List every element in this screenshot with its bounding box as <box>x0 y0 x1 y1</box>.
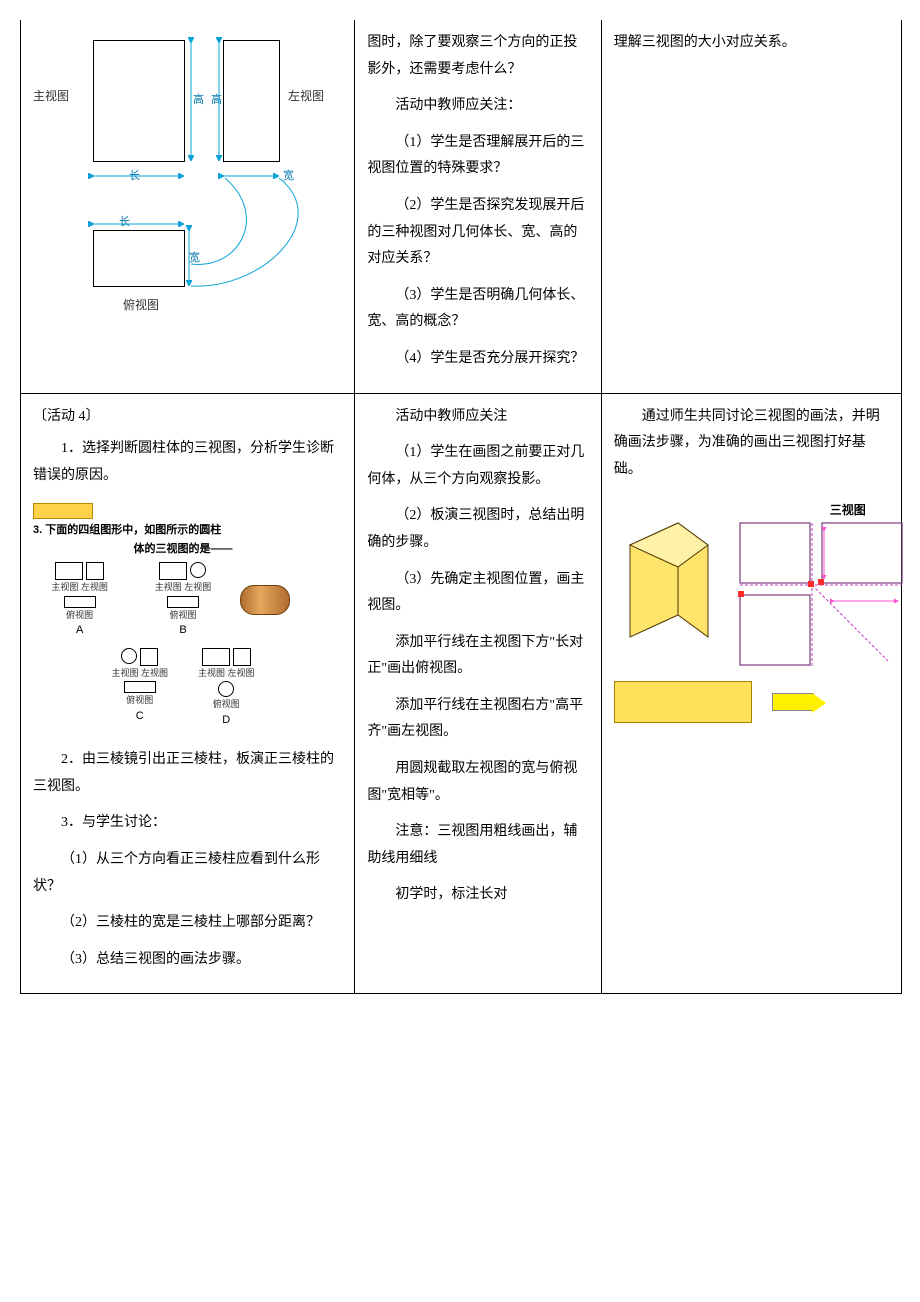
cylinder-image <box>240 585 290 615</box>
row2-col1: 〔活动 4〕 1．选择判断圆柱体的三视图，分析学生诊断错误的原因。 3. 下面的… <box>21 394 355 994</box>
activity4-heading: 〔活动 4〕 <box>33 404 342 431</box>
row-1: 主视图 左视图 俯视图 高 高 长 长 宽 宽 <box>21 20 901 394</box>
r1c2-p2: 活动中教师应关注： <box>367 93 588 120</box>
r1c2-p6: （4）学生是否充分展开探究？ <box>367 346 588 373</box>
mc-banner <box>33 503 93 519</box>
mc-q-line2: 体的三视图的是—— <box>33 542 333 556</box>
mc-label-b: B <box>179 623 186 637</box>
prism-note-band <box>614 681 752 723</box>
prism-iso-icon <box>620 515 720 655</box>
r2c2-p7: 用圆规截取左视图的宽与俯视图"宽相等"。 <box>367 756 588 809</box>
mc-opt-c: 主视图 左视图 俯视图 C <box>111 648 168 728</box>
prism-views-grid <box>738 521 906 671</box>
mc-options-row1: 主视图 左视图 俯视图 A 主视图 左视图 俯视图 B <box>33 562 333 638</box>
r2c1-p6: （3）总结三视图的画法步骤。 <box>33 947 342 974</box>
r2c1-p2: 2．由三棱镜引出正三棱柱，板演正三棱柱的三视图。 <box>33 747 342 800</box>
r2c1-p4: （1）从三个方向看正三棱柱应看到什么形状？ <box>33 847 342 900</box>
mc-options-row2: 主视图 左视图 俯视图 C 主视图 左视图 俯视图 D <box>33 648 333 728</box>
r2c3-p1: 通过师生共同讨论三视图的画法，并明确画法步骤，为准确的画出三视图打好基础。 <box>614 404 889 484</box>
mc-label-d: D <box>222 713 230 727</box>
row1-col1: 主视图 左视图 俯视图 高 高 长 长 宽 宽 <box>21 20 355 393</box>
prism-three-view-figure: 三视图 <box>614 493 914 723</box>
r2c2-p5: 添加平行线在主视图下方"长对正"画出俯视图。 <box>367 630 588 683</box>
mc-opt-d: 主视图 左视图 俯视图 D <box>198 648 255 728</box>
r2c2-p9: 初学时，标注长对 <box>367 882 588 909</box>
mc-tiny-d1: 主视图 左视图 <box>198 668 255 680</box>
prism-arrow-head <box>812 693 826 713</box>
r2c1-p1: 1．选择判断圆柱体的三视图，分析学生诊断错误的原因。 <box>33 436 342 489</box>
r2c2-p8: 注意：三视图用粗线画出，辅助线用细线 <box>367 819 588 872</box>
mc-opt-b: 主视图 左视图 俯视图 B <box>136 562 229 638</box>
r2c1-p3: 3．与学生讨论： <box>33 810 342 837</box>
mc-label-a: A <box>76 623 83 637</box>
page-table: 主视图 左视图 俯视图 高 高 长 长 宽 宽 <box>20 20 902 994</box>
row2-col2: 活动中教师应关注 （1）学生在画图之前要正对几何体，从三个方向观察投影。 （2）… <box>355 394 601 994</box>
r2c2-p1: 活动中教师应关注 <box>367 404 588 431</box>
r1c2-p4: （2）学生是否探究发现展开后的三种视图对几何体长、宽、高的对应关系？ <box>367 193 588 273</box>
r1c2-p1: 图时，除了要观察三个方向的正投影外，还需要考虑什么？ <box>367 30 588 83</box>
mc-tiny-a1: 主视图 左视图 <box>51 582 108 594</box>
three-view-diagram: 主视图 左视图 俯视图 高 高 长 长 宽 宽 <box>33 30 333 340</box>
r2c2-p2: （1）学生在画图之前要正对几何体，从三个方向观察投影。 <box>367 440 588 493</box>
r1c2-p3: （1）学生是否理解展开后的三视图位置的特殊要求？ <box>367 130 588 183</box>
mc-tiny-c2: 俯视图 <box>126 695 153 707</box>
mc-tiny-d2: 俯视图 <box>213 699 240 711</box>
r1c3-p1: 理解三视图的大小对应关系。 <box>614 30 889 57</box>
row-2: 〔活动 4〕 1．选择判断圆柱体的三视图，分析学生诊断错误的原因。 3. 下面的… <box>21 394 901 994</box>
cylinder-mc-figure: 3. 下面的四组图形中，如图所示的圆柱 体的三视图的是—— 主视图 左视图 俯视… <box>33 503 333 727</box>
prism-arrow-body <box>772 693 814 711</box>
dim-arrows <box>33 30 333 340</box>
prism-fig-title: 三视图 <box>830 499 866 522</box>
row1-col2: 图时，除了要观察三个方向的正投影外，还需要考虑什么？ 活动中教师应关注： （1）… <box>355 20 601 393</box>
mc-q-line1: 3. 下面的四组图形中，如图所示的圆柱 <box>33 523 333 537</box>
r2c2-p3: （2）板演三视图时，总结出明确的步骤。 <box>367 503 588 556</box>
mc-tiny-a2: 俯视图 <box>66 610 93 622</box>
mc-tiny-c1: 主视图 左视图 <box>111 668 168 680</box>
r2c1-p5: （2）三棱柱的宽是三棱柱上哪部分距离？ <box>33 910 342 937</box>
mc-tiny-b1: 主视图 左视图 <box>155 582 212 594</box>
mc-label-c: C <box>136 709 144 723</box>
mc-opt-a: 主视图 左视图 俯视图 A <box>33 562 126 638</box>
r2c2-p6: 添加平行线在主视图右方"高平齐"画左视图。 <box>367 693 588 746</box>
row1-col3: 理解三视图的大小对应关系。 <box>602 20 901 393</box>
row2-col3: 通过师生共同讨论三视图的画法，并明确画法步骤，为准确的画出三视图打好基础。 三视… <box>602 394 901 994</box>
r1c2-p5: （3）学生是否明确几何体长、宽、高的概念？ <box>367 283 588 336</box>
mc-tiny-b2: 俯视图 <box>169 610 196 622</box>
r2c2-p4: （3）先确定主视图位置，画主视图。 <box>367 567 588 620</box>
